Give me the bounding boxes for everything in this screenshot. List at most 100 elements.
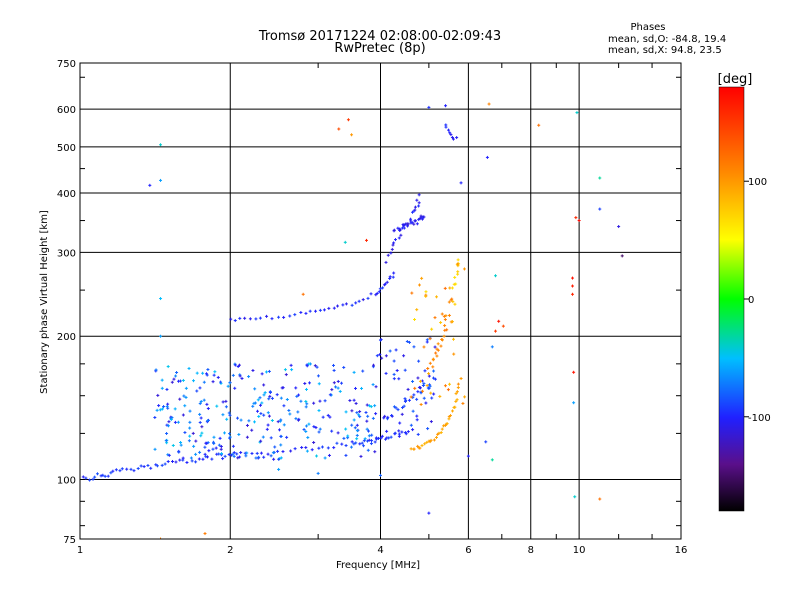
data-point [159, 143, 163, 147]
data-point [281, 450, 285, 454]
data-point [423, 442, 427, 446]
data-point [374, 437, 378, 441]
data-point [357, 299, 361, 303]
data-point [365, 238, 369, 242]
data-point [312, 425, 316, 429]
data-point [407, 340, 411, 344]
data-point [392, 359, 396, 363]
data-point [184, 395, 188, 399]
data-point [217, 443, 221, 447]
data-point [402, 226, 406, 230]
data-point [306, 436, 310, 440]
data-point [167, 420, 171, 424]
data-point [358, 442, 362, 446]
data-point [236, 456, 240, 460]
data-point [404, 432, 408, 436]
data-point [277, 457, 281, 461]
data-point [164, 439, 168, 443]
data-point [155, 408, 159, 412]
data-point [88, 478, 92, 482]
data-point [417, 283, 421, 287]
data-point [305, 424, 309, 428]
data-point [194, 452, 198, 456]
data-point [432, 438, 436, 442]
data-point [418, 446, 422, 450]
data-point [154, 463, 158, 467]
data-point [360, 441, 364, 445]
data-point [181, 378, 185, 382]
data-point [393, 431, 397, 435]
data-point [109, 471, 113, 475]
data-point [294, 417, 298, 421]
data-point [305, 363, 309, 367]
data-point [154, 368, 158, 372]
x-tick-label: 4 [377, 545, 383, 556]
data-point [394, 348, 398, 352]
data-point [213, 370, 217, 374]
data-point [166, 460, 170, 464]
data-point [257, 455, 261, 459]
data-point [393, 238, 397, 242]
data-point [312, 401, 316, 405]
data-point [212, 373, 216, 377]
data-point [397, 429, 401, 433]
data-point [452, 352, 456, 356]
data-point [315, 454, 319, 458]
data-point [598, 207, 602, 211]
y-tick-label: 100 [57, 476, 76, 487]
data-point [312, 440, 316, 444]
data-point [160, 386, 164, 390]
data-point [392, 372, 396, 376]
data-point [275, 393, 279, 397]
data-point [421, 389, 425, 393]
data-point [422, 215, 426, 219]
data-point [232, 454, 236, 458]
x-axis: 1 2 4 6 8 10 16 [77, 63, 687, 556]
data-point [289, 363, 293, 367]
data-point [450, 135, 454, 139]
data-point [206, 455, 210, 459]
data-point [453, 302, 457, 306]
data-point [247, 375, 251, 379]
data-point [221, 457, 225, 461]
data-point [237, 432, 241, 436]
data-point [413, 386, 417, 390]
data-point [415, 222, 419, 226]
data-point [265, 314, 269, 318]
data-point [346, 434, 350, 438]
data-point [106, 474, 110, 478]
data-point [385, 429, 389, 433]
data-point [431, 365, 435, 369]
data-point [326, 446, 330, 450]
colorbar-tick-label: 100 [748, 177, 767, 188]
data-point [344, 302, 348, 306]
data-point [313, 364, 317, 368]
data-point [490, 458, 494, 462]
data-point [288, 314, 292, 318]
data-point [239, 418, 243, 422]
data-point [282, 315, 286, 319]
data-point [381, 286, 385, 290]
data-point [352, 398, 356, 402]
data-point [245, 435, 249, 439]
data-point [403, 368, 407, 372]
data-point [501, 324, 505, 328]
data-point [198, 386, 202, 390]
data-point [410, 291, 414, 295]
x-axis-label: Frequency [MHz] [336, 560, 420, 571]
data-point [205, 441, 209, 445]
data-point [389, 435, 393, 439]
data-point [243, 316, 247, 320]
data-point [617, 225, 621, 229]
data-point [456, 258, 460, 262]
data-point [155, 464, 159, 468]
data-point [412, 393, 416, 397]
data-point [259, 412, 263, 416]
data-point [407, 398, 411, 402]
data-point [406, 387, 410, 391]
data-point [367, 404, 371, 408]
data-point [405, 339, 409, 343]
data-point [250, 451, 254, 455]
data-point [415, 198, 419, 202]
data-point [413, 318, 417, 322]
